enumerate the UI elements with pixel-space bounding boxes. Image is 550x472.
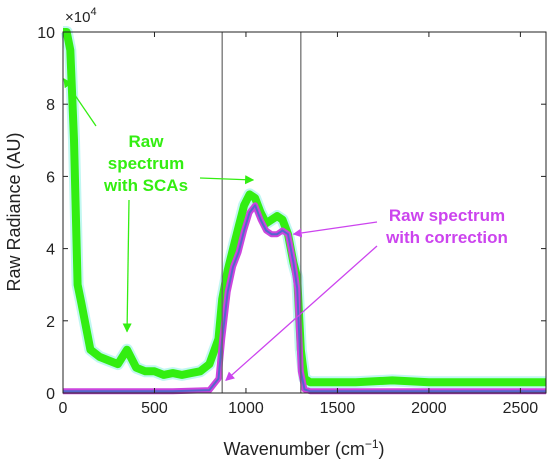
corrected-annotation-text-halo: Raw spectrum bbox=[389, 206, 505, 225]
corrected-annotation-text: Raw spectrum bbox=[389, 206, 505, 225]
raw-annotation-text: with SCAs bbox=[103, 176, 188, 195]
corrected-annotation-arrow bbox=[292, 221, 378, 238]
vertical-markers bbox=[221, 32, 302, 393]
y-tick-label: 10 bbox=[37, 25, 55, 42]
x-tick-label: 1500 bbox=[320, 400, 356, 417]
raw-annotation-text-halo: with SCAs bbox=[103, 176, 188, 195]
x-tick-label: 1000 bbox=[228, 400, 264, 417]
raw-annotation-arrow bbox=[122, 199, 132, 333]
x-tick-label: 2000 bbox=[411, 400, 447, 417]
y-tick-label: 2 bbox=[46, 314, 55, 331]
x-tick-label: 0 bbox=[59, 400, 68, 417]
axes-box bbox=[62, 31, 547, 394]
x-axis-label: Wavenumber (cm−1) bbox=[223, 437, 384, 459]
raw-annotation-arrow bbox=[199, 175, 255, 185]
y-tick-label: 8 bbox=[46, 97, 55, 114]
raw-annotation-text-halo: Raw bbox=[129, 132, 165, 151]
y-tick-label: 4 bbox=[46, 242, 55, 259]
raw-annotation-arrow bbox=[63, 78, 97, 127]
raw-annotation-text: spectrum bbox=[108, 154, 185, 173]
corrected-spectrum-core bbox=[63, 204, 546, 393]
axes: 0 500 1000 1500 2000 2500 0 2 4 6 8 10 bbox=[37, 25, 547, 417]
raw-spectrum-line bbox=[62, 28, 546, 387]
x-tick-label: 2500 bbox=[503, 400, 539, 417]
y-tick-label: 6 bbox=[46, 169, 55, 186]
y-tick-label: 0 bbox=[46, 386, 55, 403]
x-tick-label: 500 bbox=[141, 400, 168, 417]
raw-annotation-text: Raw bbox=[129, 132, 165, 151]
y-axis-multiplier: ×104 bbox=[65, 6, 97, 26]
y-axis-label: Raw Radiance (AU) bbox=[4, 132, 24, 291]
corrected-annotation-text-halo: with correction bbox=[385, 228, 508, 247]
corrected-annotation-arrow bbox=[225, 245, 378, 381]
data-layer bbox=[60, 26, 546, 395]
corrected-annotation-text: with correction bbox=[385, 228, 508, 247]
raw-annotation-text-halo: spectrum bbox=[108, 154, 185, 173]
